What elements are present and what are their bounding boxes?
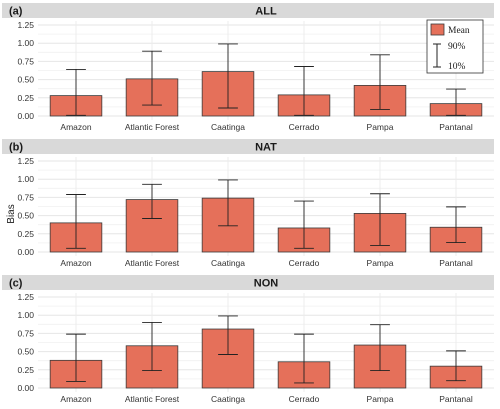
y-tick-label: 1.25 xyxy=(17,156,34,166)
y-tick-label: 0.50 xyxy=(17,211,34,221)
y-tick-label: 0.25 xyxy=(17,93,34,103)
legend: Mean 90% 10% xyxy=(426,19,484,74)
category-label: Amazon xyxy=(60,258,91,268)
legend-upper-label: 90% xyxy=(448,42,466,52)
y-tick-label: 1.00 xyxy=(17,38,34,48)
panels-group: (a) ALL 0.00 0.25 0.50 0.75 1.00 1.25 Amazon Atla… xyxy=(2,3,494,404)
category-label: Amazon xyxy=(60,122,91,132)
y-tick-label: 1.00 xyxy=(17,310,34,320)
category-label: Pantanal xyxy=(439,258,473,268)
category-label: Atlantic Forest xyxy=(125,122,180,132)
panel-tag: (c) xyxy=(9,278,23,290)
category-label: Atlantic Forest xyxy=(125,258,180,268)
y-tick-label: 1.25 xyxy=(17,20,34,30)
y-tick-label: 0.25 xyxy=(17,229,34,239)
panel-strip xyxy=(2,3,494,18)
category-label: Pampa xyxy=(367,394,394,404)
y-tick-label: 1.25 xyxy=(17,292,34,302)
y-tick-label: 0.50 xyxy=(17,75,34,85)
y-tick-label: 1.00 xyxy=(17,174,34,184)
category-label: Cerrado xyxy=(289,258,320,268)
y-tick-label: 0.00 xyxy=(17,383,34,393)
panel-title: NAT xyxy=(255,142,277,154)
category-label: Caatinga xyxy=(211,258,245,268)
panel-title: NON xyxy=(254,278,279,290)
panel-nat: (b) NAT 0.00 0.25 0.50 0.75 1.00 1.25 Amazon Atla… xyxy=(2,139,494,268)
panel-strip xyxy=(2,275,494,290)
category-label: Atlantic Forest xyxy=(125,394,180,404)
category-label: Caatinga xyxy=(211,122,245,132)
legend-lower-label: 10% xyxy=(448,62,466,72)
category-label: Pampa xyxy=(367,258,394,268)
panel-tag: (b) xyxy=(9,142,23,154)
category-label: Cerrado xyxy=(289,394,320,404)
category-label: Pampa xyxy=(367,122,394,132)
legend-mean-label: Mean xyxy=(448,26,470,36)
category-label: Pantanal xyxy=(439,394,473,404)
y-tick-label: 0.00 xyxy=(17,111,34,121)
y-axis-label: Bias xyxy=(6,204,17,223)
y-tick-label: 0.75 xyxy=(17,328,34,338)
category-label: Cerrado xyxy=(289,122,320,132)
panel-strip xyxy=(2,139,494,154)
y-tick-label: 0.75 xyxy=(17,56,34,66)
legend-swatch xyxy=(430,23,445,36)
panel-all: (a) ALL 0.00 0.25 0.50 0.75 1.00 1.25 Amazon Atla… xyxy=(2,3,494,132)
category-label: Caatinga xyxy=(211,394,245,404)
y-tick-label: 0.75 xyxy=(17,192,34,202)
y-tick-label: 0.50 xyxy=(17,347,34,357)
category-label: Amazon xyxy=(60,394,91,404)
category-label: Pantanal xyxy=(439,122,473,132)
panel-tag: (a) xyxy=(9,6,23,18)
panel-title: ALL xyxy=(255,6,277,18)
panel-non: (c) NON 0.00 0.25 0.50 0.75 1.00 1.25 Amazon Atla… xyxy=(2,275,494,404)
y-tick-label: 0.00 xyxy=(17,247,34,257)
y-tick-label: 0.25 xyxy=(17,365,34,375)
